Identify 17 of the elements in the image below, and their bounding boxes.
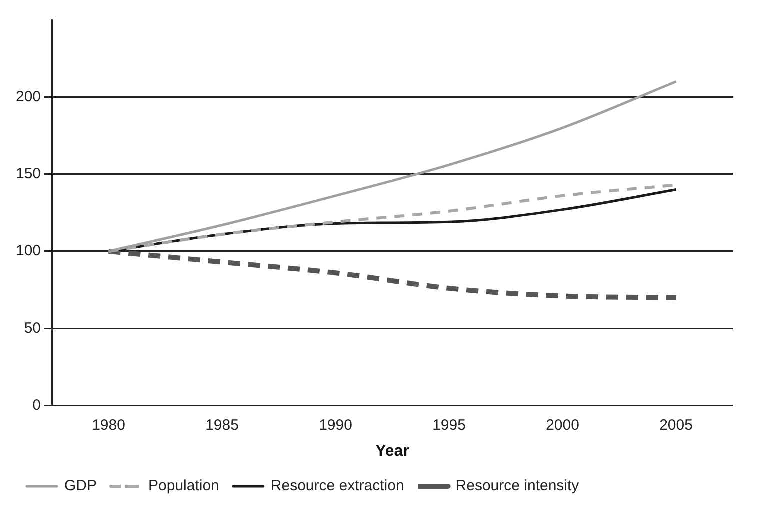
x-tick-label: 1980 xyxy=(92,416,126,434)
legend-label: Population xyxy=(148,478,220,495)
y-tick-label: 150 xyxy=(16,165,42,182)
y-tick-label: 100 xyxy=(16,242,42,260)
legend-label: Resource intensity xyxy=(456,478,580,495)
y-tick-label: 50 xyxy=(24,320,42,337)
x-tick-label: 1990 xyxy=(319,416,352,434)
legend-label: GDP xyxy=(64,478,98,495)
line-series xyxy=(108,80,678,253)
legend-label: Resource extraction xyxy=(270,478,404,495)
x-tick-label: 2000 xyxy=(546,416,580,434)
x-tick-label: 1995 xyxy=(432,416,466,434)
y-tick-label: 0 xyxy=(32,396,42,414)
x-tick-label: 2005 xyxy=(660,416,693,434)
x-tick-label: 1985 xyxy=(206,416,239,434)
x-axis-title: Year xyxy=(376,442,410,460)
y-tick-label: 200 xyxy=(16,88,42,106)
